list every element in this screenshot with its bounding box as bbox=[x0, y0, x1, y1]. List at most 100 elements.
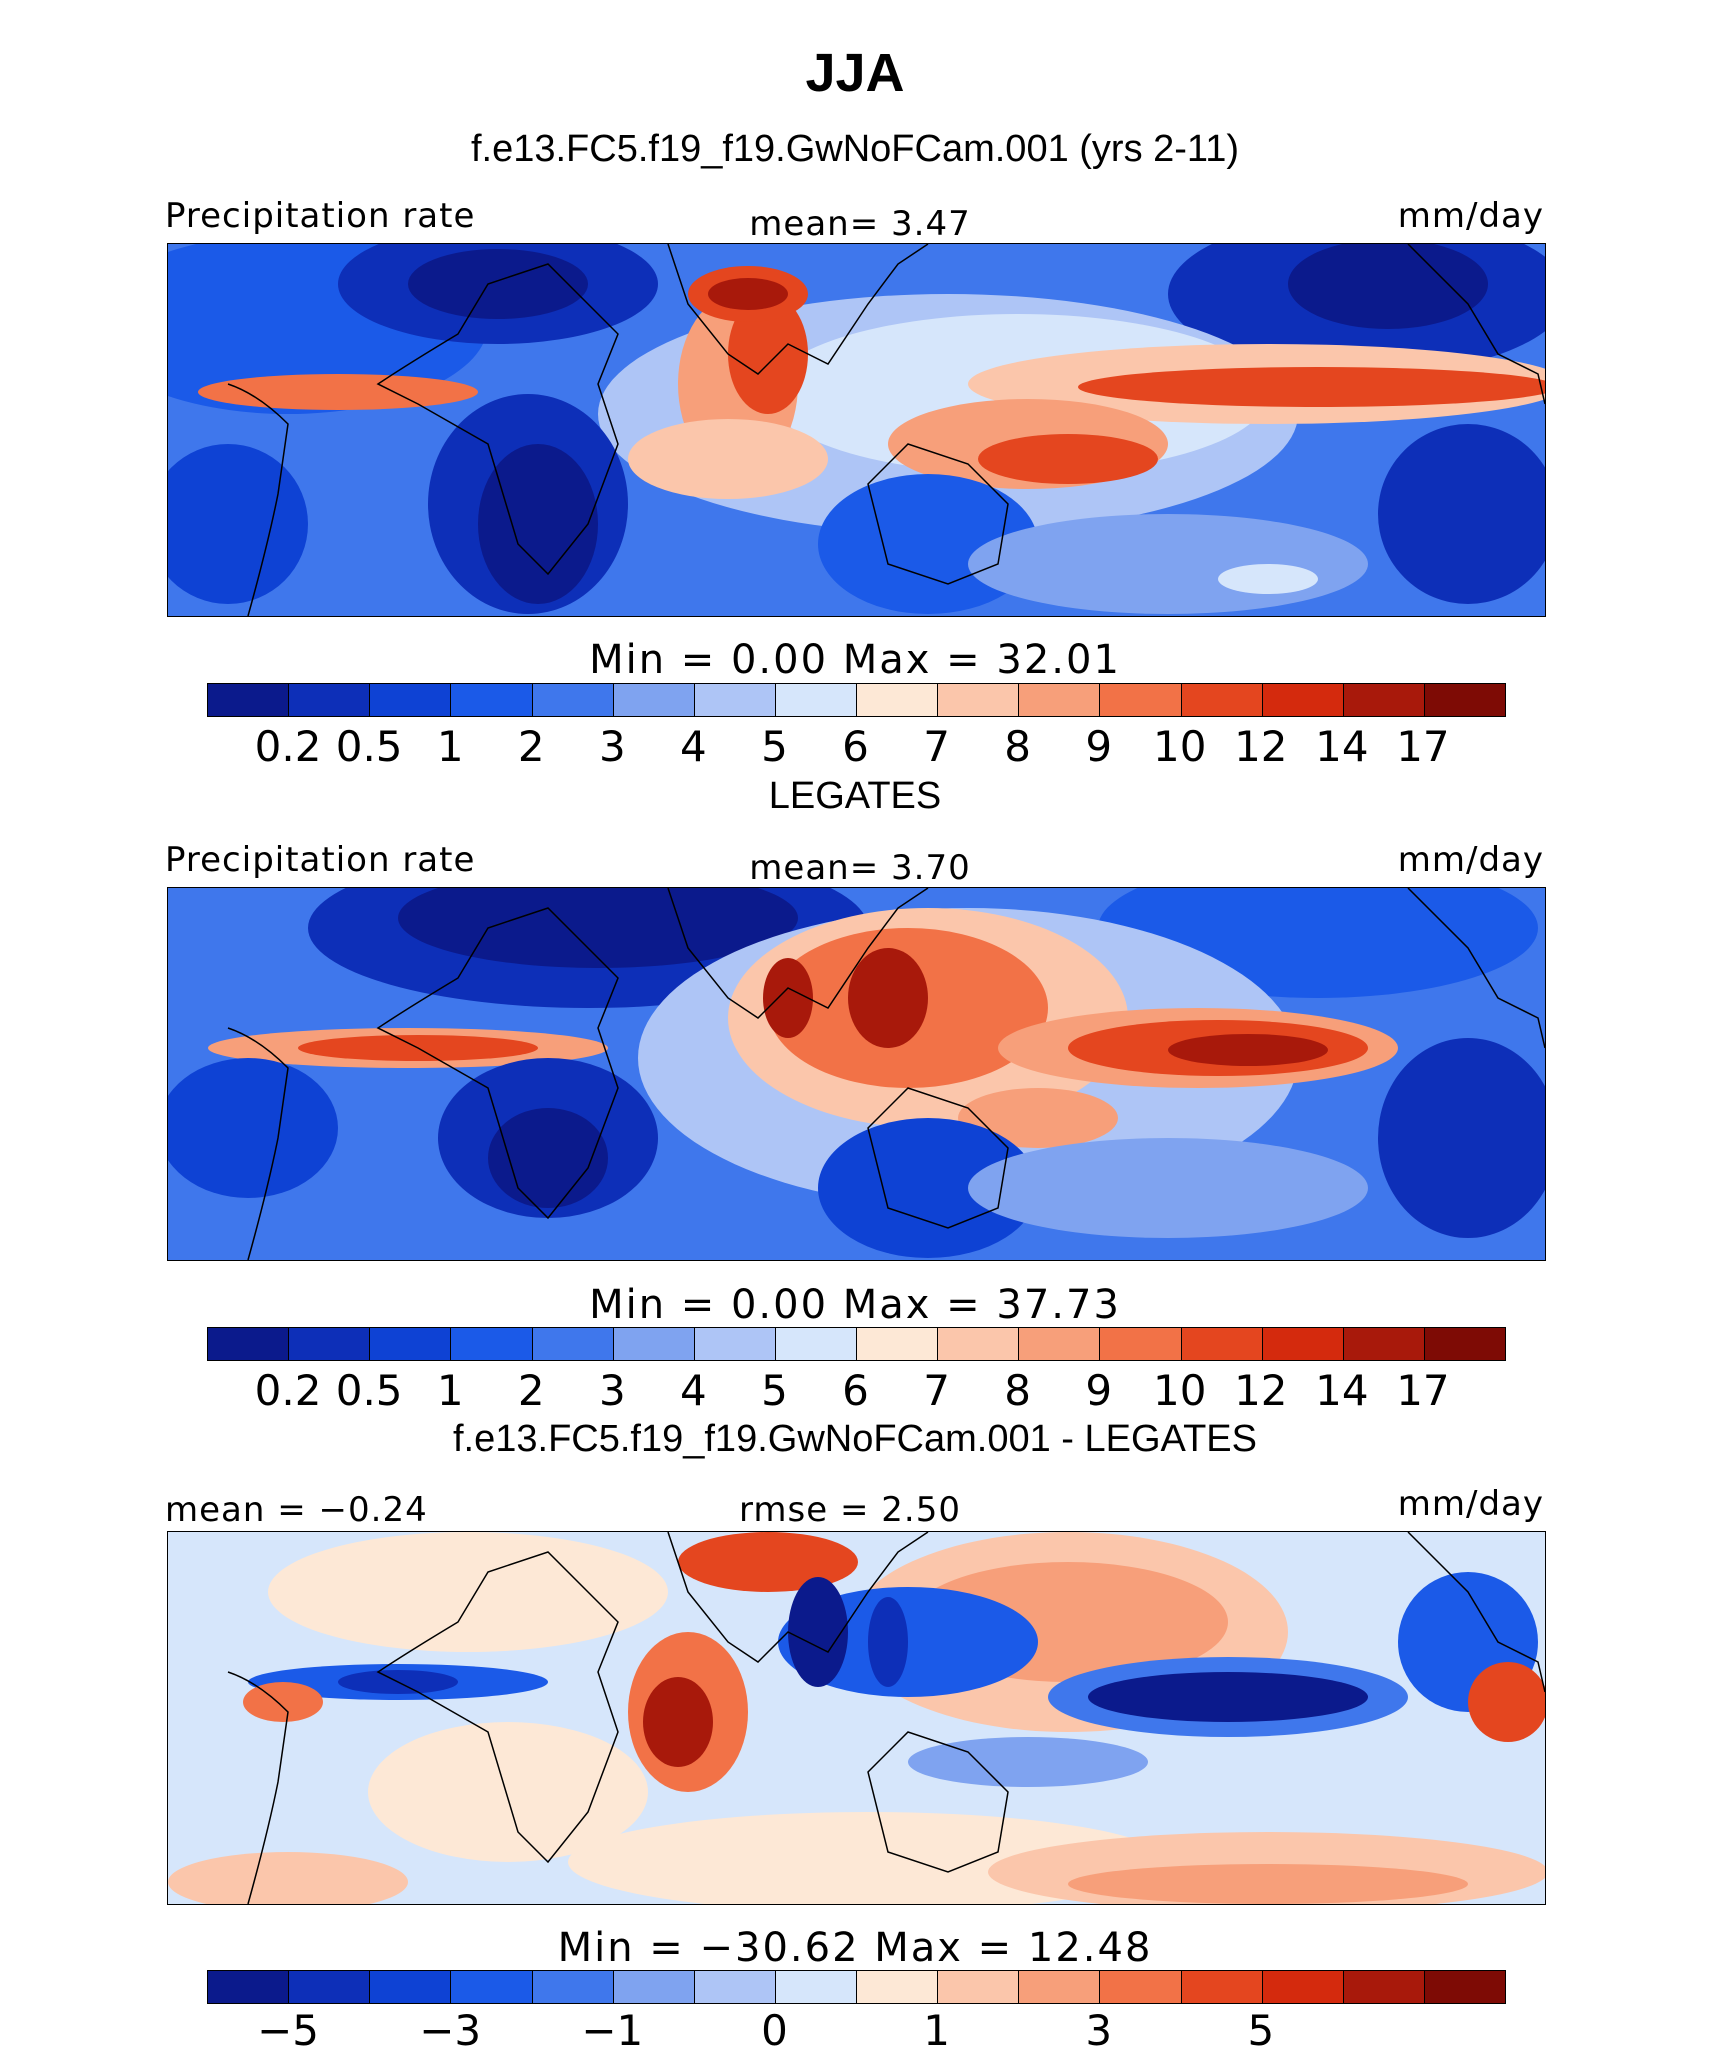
figure-title: JJA bbox=[805, 43, 905, 103]
panel-3-minmax: Min = −30.62 Max = 12.48 bbox=[557, 1925, 1153, 1971]
colorbar-cell bbox=[532, 1328, 614, 1360]
colorbar-tick-label: 2 bbox=[517, 722, 545, 771]
colorbar-tick-label: 7 bbox=[923, 722, 950, 771]
panel-1-minmax: Min = 0.00 Max = 32.01 bbox=[589, 637, 1121, 683]
panel-1-units-label: mm/day bbox=[1397, 196, 1544, 236]
panel-2-variable-label: Precipitation rate bbox=[165, 840, 476, 880]
colorbar-cell bbox=[775, 684, 857, 716]
colorbar-tick-label: 8 bbox=[1004, 722, 1031, 771]
colorbar-tick-label: 12 bbox=[1234, 1366, 1288, 1415]
colorbar-tick-label: 3 bbox=[1085, 2006, 1113, 2055]
panel-2-units-label: mm/day bbox=[1397, 840, 1544, 880]
colorbar-cell bbox=[857, 684, 939, 716]
colorbar-cell bbox=[1019, 1328, 1101, 1360]
colorbar-cell bbox=[208, 1971, 290, 2003]
colorbar-tick-label: 10 bbox=[1153, 1366, 1207, 1415]
colorbar-cell bbox=[532, 684, 614, 716]
colorbar-cell bbox=[1424, 684, 1505, 716]
colorbar-cell bbox=[694, 1971, 776, 2003]
panel-1-contour-field bbox=[168, 244, 1545, 616]
colorbar-cell bbox=[613, 1328, 695, 1360]
colorbar-tick-label: 8 bbox=[1004, 1366, 1031, 1415]
colorbar-cell bbox=[857, 1971, 939, 2003]
colorbar-cell bbox=[1019, 684, 1101, 716]
colorbar-cell bbox=[1181, 1971, 1263, 2003]
colorbar-tick-label: 2 bbox=[517, 1366, 545, 1415]
colorbar-tick-label: −5 bbox=[257, 2006, 320, 2055]
colorbar-tick-label: −1 bbox=[581, 2006, 644, 2055]
panel-2-minmax: Min = 0.00 Max = 37.73 bbox=[589, 1282, 1121, 1328]
colorbar-cell bbox=[289, 1971, 371, 2003]
colorbar-cell bbox=[532, 1971, 614, 2003]
colorbar-tick-label: 5 bbox=[1247, 2006, 1275, 2055]
panel-3-contour-field bbox=[168, 1532, 1545, 1904]
colorbar-cell bbox=[1100, 684, 1182, 716]
colorbar-tick-label: 9 bbox=[1085, 1366, 1113, 1415]
colorbar-tick-label: 1 bbox=[923, 2006, 950, 2055]
colorbar-tick-label: 5 bbox=[761, 1366, 788, 1415]
colorbar-cell bbox=[938, 1971, 1020, 2003]
colorbar-tick-label: 9 bbox=[1085, 722, 1113, 771]
colorbar-tick-label: 3 bbox=[598, 722, 626, 771]
colorbar-cell bbox=[1262, 684, 1344, 716]
panel-3-rmse-label: rmse = 2.50 bbox=[739, 1490, 961, 1530]
colorbar-tick-label: 7 bbox=[923, 1366, 950, 1415]
panel-2-colorbar bbox=[207, 1327, 1506, 1361]
colorbar-cell bbox=[1343, 1971, 1425, 2003]
colorbar-cell bbox=[289, 684, 371, 716]
colorbar-tick-label: 1 bbox=[436, 1366, 464, 1415]
colorbar-tick-label: 3 bbox=[598, 1366, 626, 1415]
panel-2-mean-label: mean= 3.70 bbox=[749, 848, 971, 888]
colorbar-tick-label: 17 bbox=[1396, 722, 1450, 771]
panel-3-colorbar bbox=[207, 1970, 1506, 2004]
colorbar-cell bbox=[1343, 1328, 1425, 1360]
colorbar-cell bbox=[694, 1328, 776, 1360]
panel-2-map bbox=[167, 887, 1546, 1261]
panel-3-mean-label: mean = −0.24 bbox=[165, 1490, 428, 1530]
colorbar-cell bbox=[1100, 1971, 1182, 2003]
colorbar-tick-label: 1 bbox=[436, 722, 464, 771]
colorbar-cell bbox=[1343, 684, 1425, 716]
colorbar-cell bbox=[1424, 1328, 1505, 1360]
colorbar-tick-label: 6 bbox=[842, 722, 869, 771]
colorbar-tick-label: 0.5 bbox=[335, 1366, 403, 1415]
panel-1-subtitle: f.e13.FC5.f19_f19.GwNoFCam.001 (yrs 2-11… bbox=[470, 128, 1240, 170]
panel-1-variable-label: Precipitation rate bbox=[165, 196, 476, 236]
colorbar-cell bbox=[289, 1328, 371, 1360]
colorbar-cell bbox=[1424, 1971, 1505, 2003]
colorbar-cell bbox=[370, 1971, 452, 2003]
colorbar-tick-label: 0 bbox=[761, 2006, 788, 2055]
panel-3-subtitle: f.e13.FC5.f19_f19.GwNoFCam.001 - LEGATES bbox=[453, 1418, 1257, 1460]
panel-3-map bbox=[167, 1531, 1546, 1905]
colorbar-cell bbox=[451, 1971, 533, 2003]
colorbar-tick-label: 17 bbox=[1396, 1366, 1450, 1415]
colorbar-cell bbox=[208, 1328, 290, 1360]
colorbar-cell bbox=[370, 684, 452, 716]
colorbar-cell bbox=[1181, 684, 1263, 716]
colorbar-cell bbox=[1262, 1971, 1344, 2003]
colorbar-tick-label: 4 bbox=[680, 1366, 707, 1415]
colorbar-cell bbox=[370, 1328, 452, 1360]
colorbar-tick-label: 5 bbox=[761, 722, 788, 771]
colorbar-cell bbox=[694, 684, 776, 716]
panel-1-map bbox=[167, 243, 1546, 617]
colorbar-cell bbox=[1100, 1328, 1182, 1360]
colorbar-tick-label: 4 bbox=[680, 722, 707, 771]
colorbar-tick-label: 0.5 bbox=[335, 722, 403, 771]
panel-2-contour-field bbox=[168, 888, 1545, 1260]
colorbar-tick-label: −3 bbox=[419, 2006, 482, 2055]
colorbar-tick-label: 0.2 bbox=[254, 722, 322, 771]
colorbar-cell bbox=[775, 1328, 857, 1360]
colorbar-cell bbox=[775, 1971, 857, 2003]
colorbar-cell bbox=[451, 1328, 533, 1360]
colorbar-cell bbox=[1262, 1328, 1344, 1360]
colorbar-cell bbox=[613, 1971, 695, 2003]
colorbar-cell bbox=[938, 1328, 1020, 1360]
colorbar-cell bbox=[451, 684, 533, 716]
panel-3-units-label: mm/day bbox=[1397, 1484, 1544, 1524]
colorbar-tick-label: 12 bbox=[1234, 722, 1288, 771]
panel-1-mean-label: mean= 3.47 bbox=[749, 204, 971, 244]
colorbar-tick-label: 14 bbox=[1315, 722, 1369, 771]
colorbar-tick-label: 14 bbox=[1315, 1366, 1369, 1415]
colorbar-tick-label: 6 bbox=[842, 1366, 869, 1415]
